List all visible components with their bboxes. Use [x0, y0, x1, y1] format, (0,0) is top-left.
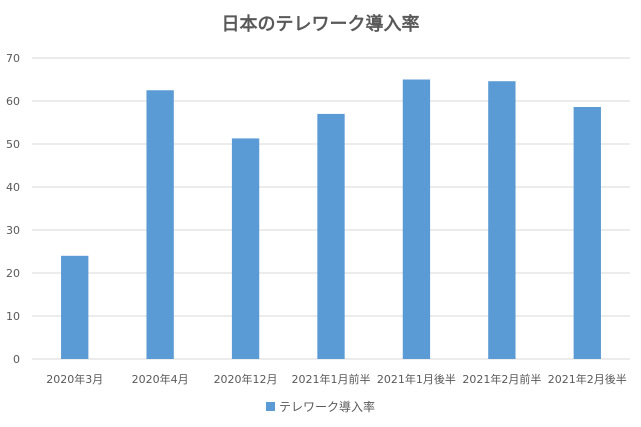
bar — [146, 90, 174, 359]
y-tick-label: 20 — [6, 267, 20, 280]
y-tick-label: 30 — [6, 224, 20, 237]
x-tick-label: 2021年2月前半 — [462, 372, 541, 386]
bar — [317, 113, 345, 360]
y-tick-label: 60 — [6, 95, 20, 108]
legend: テレワーク導入率 — [0, 398, 641, 415]
bar — [573, 107, 601, 360]
y-tick-label: 0 — [13, 353, 20, 366]
bar — [488, 81, 516, 359]
y-tick-label: 40 — [6, 181, 20, 194]
x-tick-label: 2021年1月前半 — [292, 372, 371, 386]
y-tick-label: 70 — [6, 52, 20, 65]
x-tick-label: 2021年2月後半 — [548, 372, 627, 386]
bar — [231, 138, 260, 359]
bar — [61, 255, 89, 359]
bar — [402, 79, 431, 359]
x-tick-label: 2020年12月 — [214, 372, 278, 386]
y-tick-label: 10 — [6, 310, 20, 323]
x-tick-label: 2021年1月後半 — [377, 372, 456, 386]
chart-title: 日本のテレワーク導入率 — [221, 14, 420, 35]
legend-swatch — [265, 402, 275, 411]
x-tick-label: 2020年3月 — [46, 372, 103, 386]
x-tick-label: 2020年4月 — [132, 372, 189, 386]
legend-label: テレワーク導入率 — [278, 400, 375, 414]
y-tick-label: 50 — [6, 138, 20, 151]
